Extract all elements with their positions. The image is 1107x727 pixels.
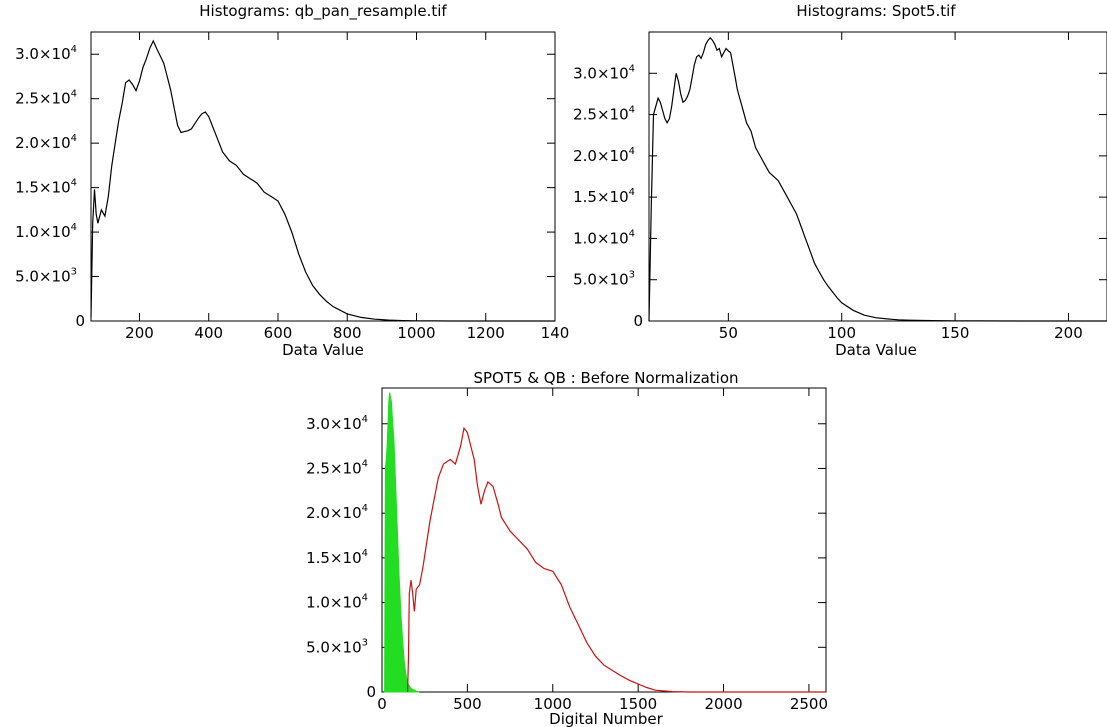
x-tick-label: 100	[827, 324, 856, 342]
x-tick-label: 2500	[790, 695, 828, 713]
series-line	[648, 36, 1107, 322]
x-tick-label: 1200	[467, 324, 505, 342]
x-tick-label: 0	[377, 695, 387, 713]
y-tick-label: 2.0×104	[306, 503, 368, 522]
x-tick-label: 400	[194, 324, 223, 342]
x-ticks: 50 100 150 200	[719, 32, 1083, 342]
x-axis-label: Digital Number	[549, 710, 664, 727]
x-axis-label: Data Value	[835, 341, 917, 359]
plot-area	[384, 392, 826, 693]
plot-frame	[648, 31, 1107, 322]
x-tick-label: 1000	[397, 324, 435, 342]
chart-qb: Histograms: qb_pan_resample.tif 0 5.0×103…	[15, 2, 569, 359]
y-tick-label: 2.5×104	[573, 105, 635, 124]
series-line	[90, 39, 555, 322]
y-tick-label: 1.5×104	[15, 178, 77, 197]
y-tick-label: 0	[366, 683, 376, 701]
y-tick-label: 5.0×103	[306, 637, 368, 656]
chart-title: Histograms: Spot5.tif	[796, 2, 956, 20]
y-tick-label: 2.0×104	[15, 133, 77, 152]
x-ticks: 200 400 600 800 1000 1200 140	[125, 32, 569, 342]
chart-combined: SPOT5 & QB : Before Normalization 0 5.0×1…	[306, 369, 828, 727]
y-tick-label: 2.0×104	[573, 146, 635, 165]
x-tick-label: 140	[541, 324, 570, 342]
x-tick-label: 50	[719, 324, 738, 342]
x-tick-label: 2000	[704, 695, 742, 713]
x-tick-label: 600	[264, 324, 293, 342]
y-ticks: 0 5.0×103 1.0×104 1.5×104 2.0×104 2.5×104 3.0×…	[15, 44, 555, 330]
y-tick-label: 1.5×104	[306, 548, 368, 567]
x-tick-label: 800	[333, 324, 362, 342]
plot-frame	[90, 31, 556, 322]
x-tick-label: 1000	[534, 695, 572, 713]
y-tick-label: 3.0×104	[15, 44, 77, 63]
y-tick-label: 1.5×104	[573, 187, 635, 206]
plot-area	[648, 36, 1107, 322]
x-axis-label: Data Value	[282, 341, 364, 359]
chart-title: Histograms: qb_pan_resample.tif	[199, 2, 447, 21]
x-tick-label: 500	[453, 695, 482, 713]
y-ticks: 0 5.0×103 1.0×104 1.5×104 2.0×104 2.5×104 3.0×…	[306, 414, 826, 701]
series-line	[407, 426, 826, 693]
x-tick-label: 150	[941, 324, 970, 342]
y-tick-label: 5.0×103	[573, 270, 635, 289]
y-tick-label: 3.0×104	[573, 63, 635, 82]
y-tick-label: 0	[75, 312, 85, 330]
x-tick-label: 1500	[619, 695, 657, 713]
y-tick-label: 1.0×104	[306, 593, 368, 612]
x-tick-label: 200	[125, 324, 154, 342]
chart-title: SPOT5 & QB : Before Normalization	[473, 369, 738, 387]
plot-area	[90, 39, 555, 322]
y-ticks: 0 5.0×103 1.0×104 1.5×104 2.0×104 2.5×104 3.0×…	[573, 63, 1107, 330]
x-ticks: 0 500 1000 1500 2000 2500	[377, 388, 828, 713]
x-tick-label: 200	[1054, 324, 1083, 342]
series-area	[384, 392, 420, 693]
y-tick-label: 5.0×103	[15, 267, 77, 286]
chart-spot5: Histograms: Spot5.tif 0 5.0×103 1.0×104 1.5…	[573, 2, 1107, 359]
y-tick-label: 3.0×104	[306, 414, 368, 433]
y-tick-label: 0	[633, 312, 643, 330]
plot-frame	[381, 387, 827, 693]
y-tick-label: 2.5×104	[15, 89, 77, 108]
y-tick-label: 1.0×104	[573, 228, 635, 247]
y-tick-label: 2.5×104	[306, 458, 368, 477]
y-tick-label: 1.0×104	[15, 222, 77, 241]
